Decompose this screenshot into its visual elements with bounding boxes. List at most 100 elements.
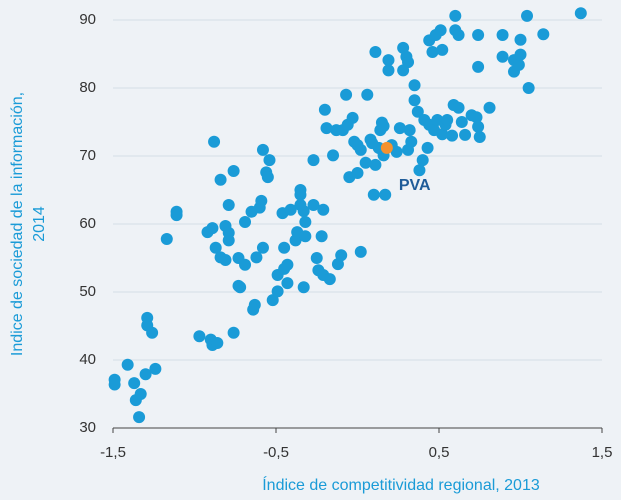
point xyxy=(299,215,312,228)
point xyxy=(121,358,134,371)
annotation: PVA xyxy=(399,177,431,194)
point xyxy=(459,128,472,141)
point xyxy=(514,33,527,46)
point xyxy=(297,281,310,294)
point xyxy=(315,230,328,243)
x-tick-label: 0,5 xyxy=(429,444,450,461)
y-tick-label: 40 xyxy=(79,351,96,368)
point xyxy=(307,154,320,167)
point xyxy=(354,245,367,258)
point xyxy=(354,143,367,156)
point xyxy=(351,167,364,179)
point xyxy=(261,171,274,184)
point xyxy=(405,135,418,148)
point xyxy=(472,28,485,41)
point xyxy=(284,203,297,216)
point xyxy=(369,45,382,58)
point xyxy=(472,120,485,133)
point xyxy=(209,241,222,254)
point xyxy=(318,103,331,116)
point xyxy=(393,122,406,135)
point xyxy=(278,262,291,275)
point xyxy=(369,158,382,171)
point xyxy=(149,362,162,375)
point xyxy=(411,105,424,118)
point xyxy=(193,330,206,343)
y-axis-label: 2014 xyxy=(31,206,48,242)
y-tick-label: 60 xyxy=(79,215,96,232)
point xyxy=(307,198,320,211)
point xyxy=(521,9,534,22)
point xyxy=(256,143,269,156)
y-tick-label: 30 xyxy=(79,419,96,436)
point xyxy=(227,326,240,339)
point xyxy=(436,43,449,56)
point xyxy=(271,285,284,298)
point xyxy=(416,154,429,167)
point xyxy=(263,154,276,167)
point xyxy=(402,56,415,69)
point xyxy=(408,94,421,107)
point xyxy=(473,130,486,143)
point xyxy=(426,45,439,58)
point xyxy=(208,135,221,148)
x-tick-label: -1,5 xyxy=(100,444,126,461)
point xyxy=(514,48,527,61)
y-tick-label: 70 xyxy=(79,147,96,164)
point xyxy=(250,251,263,264)
point xyxy=(256,241,269,254)
point xyxy=(367,188,380,201)
point xyxy=(452,28,465,41)
point xyxy=(294,188,307,201)
point xyxy=(222,198,235,211)
point xyxy=(455,116,468,128)
point xyxy=(134,388,147,400)
point xyxy=(574,7,587,20)
point xyxy=(232,279,245,292)
point xyxy=(361,88,374,101)
point xyxy=(310,252,323,264)
point xyxy=(340,88,353,101)
point xyxy=(446,129,459,142)
point xyxy=(403,124,416,137)
x-tick-label: 1,5 xyxy=(592,444,613,461)
point xyxy=(133,411,146,424)
point xyxy=(139,368,152,381)
point xyxy=(227,164,240,177)
point xyxy=(449,9,462,22)
point xyxy=(281,277,294,290)
point xyxy=(299,230,312,243)
point xyxy=(266,294,279,307)
point xyxy=(413,164,426,177)
y-tick-label: 80 xyxy=(79,79,96,96)
point xyxy=(359,156,372,169)
point xyxy=(434,24,447,37)
point xyxy=(335,249,348,262)
y-tick-label: 90 xyxy=(79,11,96,28)
point xyxy=(317,203,330,216)
point xyxy=(278,241,291,254)
point xyxy=(160,232,173,245)
y-tick-label: 50 xyxy=(79,283,96,300)
point xyxy=(323,273,336,286)
point xyxy=(512,58,525,71)
point xyxy=(108,378,121,391)
point xyxy=(483,101,496,114)
point xyxy=(436,128,449,141)
point xyxy=(496,28,509,41)
point xyxy=(128,377,141,390)
point xyxy=(377,120,390,133)
point xyxy=(390,145,403,158)
y-axis-label: Indice de sociedad de la información, xyxy=(9,92,26,356)
point xyxy=(214,173,227,186)
point xyxy=(320,122,333,135)
point xyxy=(294,198,307,211)
point xyxy=(222,226,235,239)
point xyxy=(239,215,252,228)
point xyxy=(346,111,359,124)
point xyxy=(247,303,260,316)
point xyxy=(496,50,509,63)
point xyxy=(408,79,421,92)
